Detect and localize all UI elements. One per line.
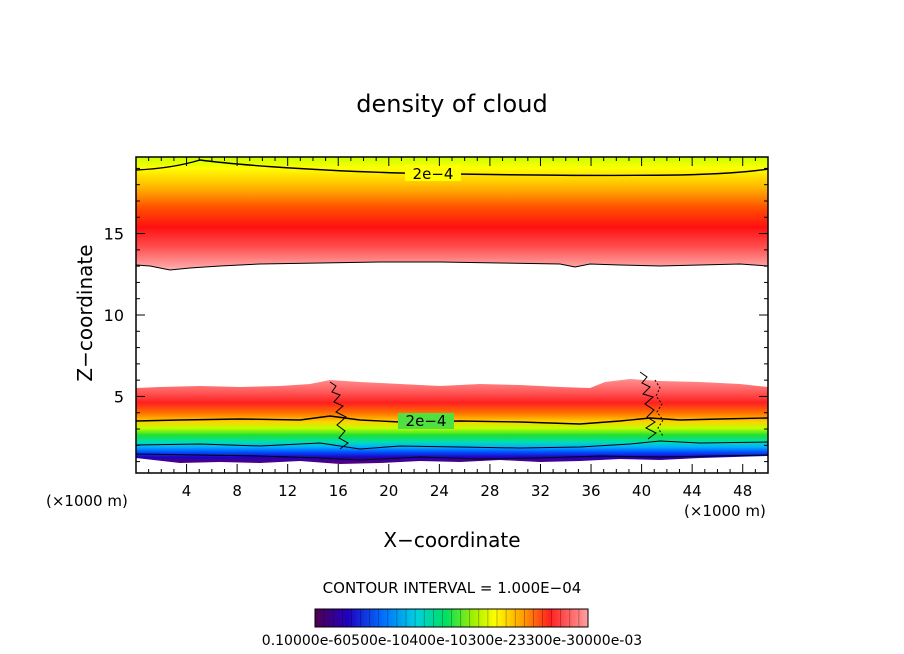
contour-line-lower (136, 415, 768, 425)
contour-noise-16 (329, 381, 349, 450)
contour-label-lower: 2e−4 (406, 412, 447, 430)
x-tick-label: 8 (232, 482, 242, 500)
x-tick-label: 4 (182, 482, 192, 500)
contour-label-upper: 2e−4 (413, 165, 454, 183)
x-tick-label: 48 (733, 482, 752, 500)
x-axis-unit-right: (×1000 m) (684, 502, 766, 520)
contour-interval-text: CONTOUR INTERVAL = 1.000E−04 (323, 579, 582, 597)
y-axis-label: Z−coordinate (73, 244, 97, 381)
contour-label-lower-bg (398, 413, 454, 429)
x-tick-label: 16 (329, 482, 348, 500)
y-tick-label: 5 (114, 387, 124, 406)
colorbar-ticks (323, 609, 580, 627)
x-axis-label: X−coordinate (383, 528, 520, 552)
x-tick-label: 44 (683, 482, 702, 500)
colorbar (314, 608, 589, 628)
upper-cloud-layer (136, 157, 768, 270)
colorbar-labels: 0.10000e-60500e-10400e-10300e-23300e-300… (262, 633, 642, 649)
y-axis-ticks: 5 10 15 (104, 167, 768, 463)
y-tick-label: 15 (104, 225, 124, 244)
x-tick-label: 28 (480, 482, 499, 500)
contour-line-lower-3 (136, 453, 768, 461)
contour-label-upper-bg (405, 165, 461, 181)
contour-noise-41b (654, 379, 664, 437)
x-tick-label: 40 (632, 482, 651, 500)
chart-title: density of cloud (356, 90, 547, 118)
y-tick-label: 10 (104, 306, 124, 325)
x-axis-ticks: 4 8 12 16 20 24 28 32 36 40 44 48 (148, 157, 756, 500)
x-tick-label: 12 (278, 482, 297, 500)
x-tick-label: 24 (430, 482, 449, 500)
contour-noise-41 (639, 371, 657, 440)
x-tick-label: 32 (531, 482, 550, 500)
contour-line-upper-edge (136, 261, 768, 271)
x-tick-label: 20 (379, 482, 398, 500)
contour-line-lower-2 (136, 440, 768, 450)
x-tick-label: 36 (581, 482, 600, 500)
x-axis-unit-left: (×1000 m) (46, 492, 128, 510)
